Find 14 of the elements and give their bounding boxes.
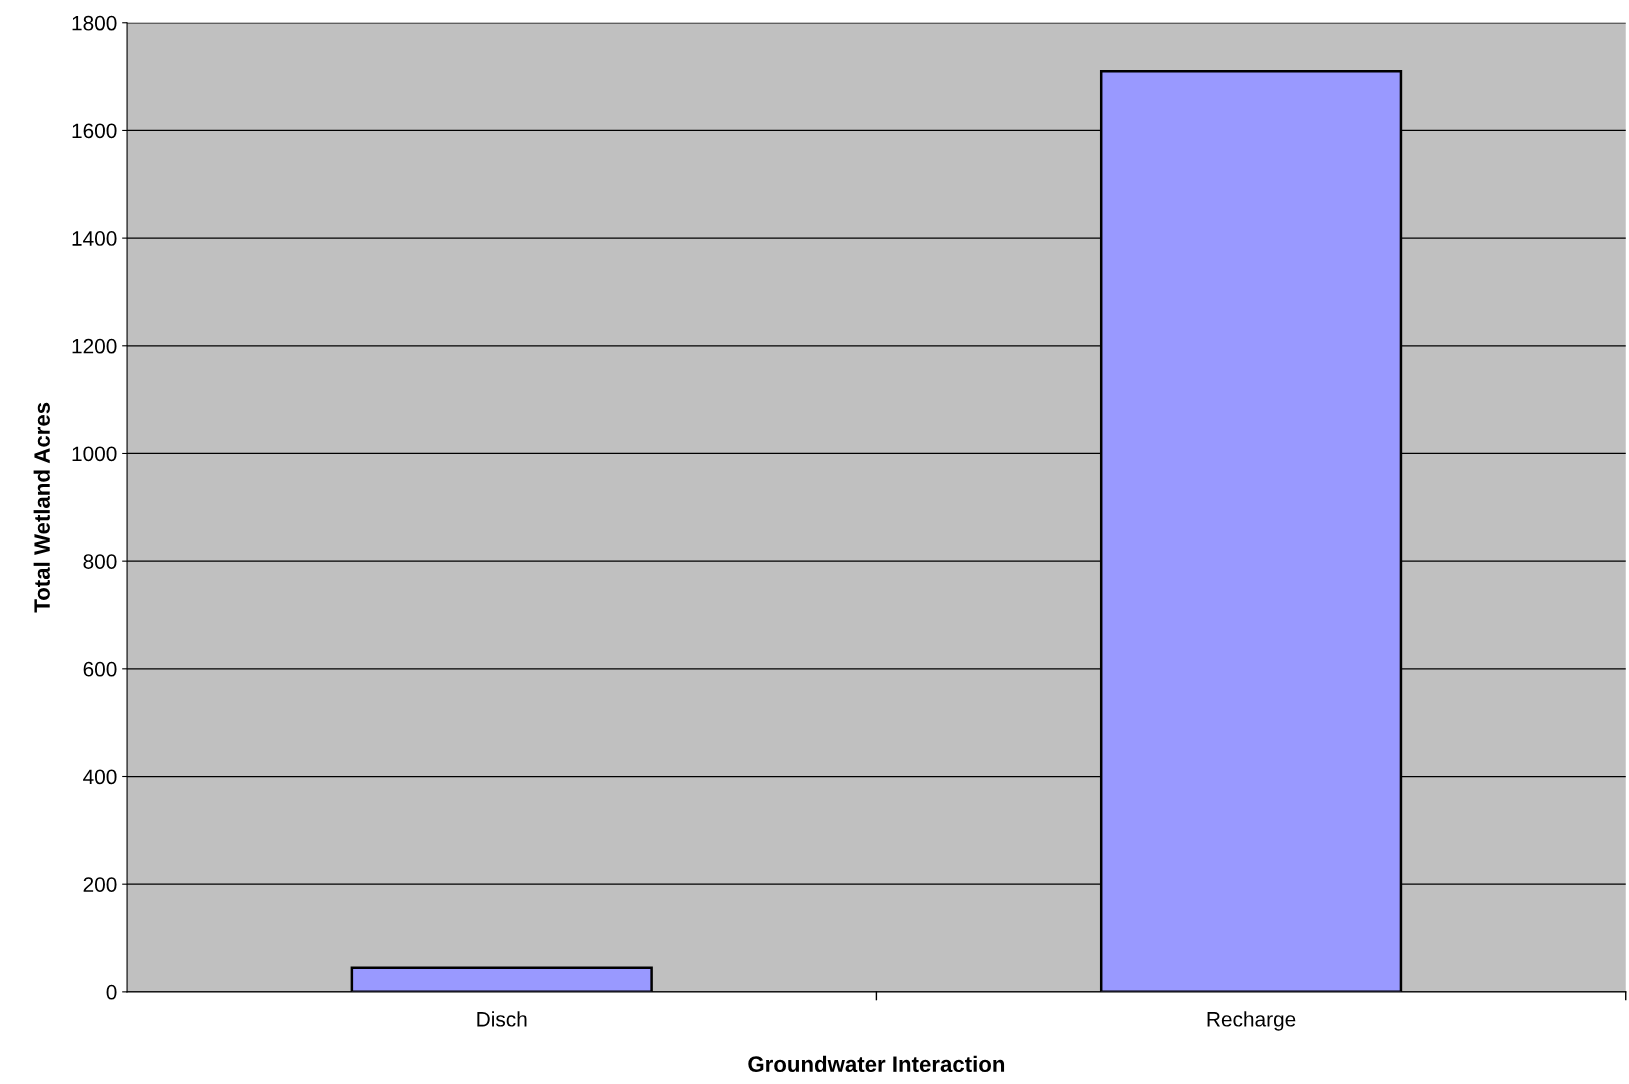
y-tick-label: 1800 <box>72 15 117 31</box>
x-axis-title: Groundwater Interaction <box>748 1055 1005 1073</box>
y-tick-label: 1400 <box>72 231 117 246</box>
y-tick-label: 1000 <box>72 446 117 462</box>
y-tick-label: 1600 <box>72 123 117 139</box>
y-tick-label: 200 <box>83 877 117 892</box>
y-tick-label: 800 <box>83 554 117 569</box>
y-tick-label: 600 <box>83 661 117 677</box>
y-axis-title: Total Wetland Acres <box>33 402 50 613</box>
x-tick-label: Recharge <box>1207 1011 1296 1031</box>
y-tick-label: 1200 <box>72 338 117 354</box>
y-tick-label: 0 <box>106 984 117 1000</box>
y-tick-label: 400 <box>83 769 117 785</box>
x-tick-label: Disch <box>477 1011 527 1027</box>
